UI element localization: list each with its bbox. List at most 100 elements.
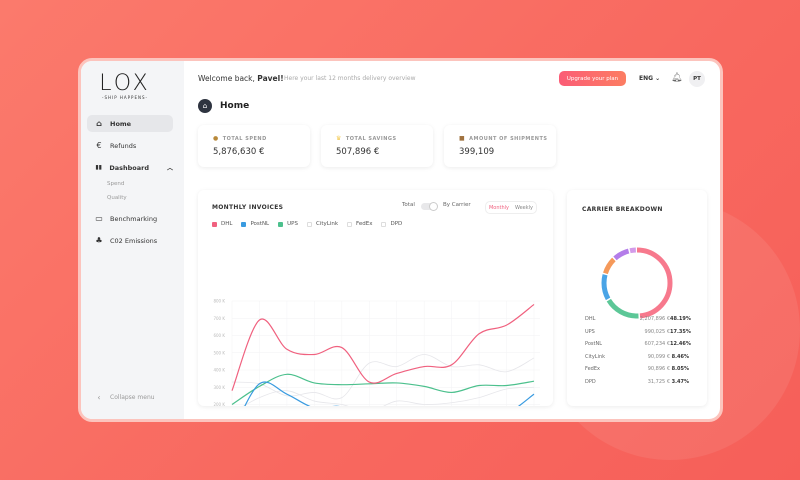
breakdown-name: CityLink <box>585 353 606 360</box>
legend-swatch <box>278 221 284 227</box>
sidebar-item-benchmarking[interactable]: ▭ Benchmarking <box>87 210 173 227</box>
stat-label: TOTAL SPEND <box>222 136 267 142</box>
collapse-menu-button[interactable]: ‹ Collapse menu <box>87 389 173 406</box>
sidebar-item-refunds[interactable]: € Refunds <box>87 137 173 154</box>
legend-swatch <box>241 221 247 227</box>
legend-swatch <box>306 221 312 227</box>
breakdown-row: PostNL 607,234 €12.46% <box>585 341 691 347</box>
avatar[interactable]: PT <box>689 71 705 87</box>
sidebar-item-label: Dashboard <box>109 163 149 172</box>
breakdown-row: DPD 31,725 €3.47% <box>585 379 689 385</box>
breakdown-amount: 607,234 € <box>644 341 670 347</box>
trophy-icon: ♛ <box>336 135 342 142</box>
y-tick-label: 600 K <box>213 333 225 338</box>
donut-slice-dhl <box>601 247 673 319</box>
sidebar-subitem-quality[interactable]: Quality <box>107 195 127 201</box>
carrier-donut-chart <box>601 247 673 319</box>
stat-shipments: ■ AMOUNT OF SHIPMENTS 399,109 <box>444 125 556 167</box>
bell-icon[interactable]: 🔔︎ <box>671 73 683 83</box>
money-bag-icon: ● <box>213 135 219 142</box>
card-title: MONTHLY INVOICES <box>212 204 284 211</box>
legend-label: CityLink <box>315 221 339 227</box>
legend-label: DPD <box>390 221 403 227</box>
series-line-postnl <box>244 381 535 406</box>
chevron-down-icon: ⌄ <box>655 75 661 82</box>
sidebar-item-co2[interactable]: ♣ C02 Emissions <box>87 232 173 249</box>
y-tick-label: 700 K <box>213 316 225 321</box>
breakdown-amount: 2,207,896 € <box>639 316 670 322</box>
breakdown-row: FedEx 90,896 €8.05% <box>585 366 689 372</box>
stat-value: 5,876,630 € <box>213 147 265 157</box>
period-monthly[interactable]: Monthly <box>488 204 509 211</box>
series-line-ups <box>231 373 535 406</box>
legend-item-fedex[interactable]: FedEx <box>347 221 372 227</box>
breakdown-pct: 12.46% <box>670 341 691 347</box>
legend-swatch <box>212 221 217 227</box>
bar-chart-icon: ▮▮ <box>95 164 102 171</box>
breakdown-name: DHL <box>585 316 596 322</box>
logo-text: LOX <box>99 71 151 96</box>
toggle-total-label: Total <box>402 202 415 208</box>
home-icon: ⌂ <box>198 99 212 113</box>
logo: LOX -SHIP HAPPENS- <box>95 71 155 100</box>
folder-icon: ▭ <box>95 214 103 223</box>
legend-label: FedEx <box>356 221 373 227</box>
legend-item-ups[interactable]: UPS <box>278 221 298 227</box>
toggle-by-carrier-label: By Carrier <box>443 202 471 208</box>
breakdown-name: DPD <box>585 378 596 385</box>
welcome-label: Welcome back, <box>198 74 255 83</box>
stat-total-savings: ♛ TOTAL SAVINGS 507,896 € <box>321 125 433 167</box>
breakdown-row: DHL 2,207,896 €48.19% <box>585 316 691 322</box>
breakdown-pct: 3.47% <box>671 378 689 385</box>
breakdown-row: CityLink 90,099 €8.46% <box>585 354 689 360</box>
main-content: Welcome back, Pavel! Here your last 12 m… <box>184 61 720 419</box>
upgrade-button[interactable]: Upgrade your plan <box>559 71 626 86</box>
legend-item-dpd[interactable]: DPD <box>381 221 402 227</box>
sidebar-subitem-spend[interactable]: Spend <box>107 181 125 187</box>
breakdown-name: FedEx <box>585 366 600 372</box>
legend-label: UPS <box>287 221 298 227</box>
euro-icon: € <box>96 141 102 150</box>
home-icon: ⌂ <box>96 119 102 128</box>
period-weekly[interactable]: Weekly <box>514 204 533 211</box>
legend-label: PostNL <box>250 221 270 227</box>
breakdown-pct: 17.35% <box>670 328 691 335</box>
sidebar-item-label: Benchmarking <box>110 214 158 223</box>
series-line-citylink <box>231 354 535 400</box>
y-tick-label: 200 K <box>213 402 225 406</box>
breakdown-name: UPS <box>585 328 595 335</box>
chart-legend: DHL PostNL UPS CityLink FedEx DPD <box>212 221 402 227</box>
chevron-left-icon: ‹ <box>97 393 101 402</box>
carrier-breakdown-card: CARRIER BREAKDOWN DHL 2,207,896 €48.19% UP… <box>567 190 707 406</box>
donut-slice-postnl <box>601 247 673 319</box>
sidebar-item-label: Refunds <box>110 141 137 150</box>
carrier-toggle[interactable] <box>421 202 438 211</box>
sidebar-item-home[interactable]: ⌂ Home <box>87 115 173 132</box>
card-title: CARRIER BREAKDOWN <box>582 206 663 213</box>
language-select[interactable]: ENG ⌄ <box>639 75 660 82</box>
sidebar-item-dashboard[interactable]: ▮▮ Dashboard ︿ <box>87 159 173 176</box>
series-line-fedex <box>242 386 535 406</box>
app-window: LOX -SHIP HAPPENS- ⌂ Home € Refunds ▮▮ Dash… <box>78 58 723 422</box>
breakdown-amount: 31,725 € <box>647 378 670 385</box>
legend-item-dhl[interactable]: DHL <box>212 221 232 227</box>
header-hint: Here your last 12 months delivery overvi… <box>284 75 416 82</box>
series-line-dhl <box>231 303 535 391</box>
breakdown-pct: 8.46% <box>671 353 689 360</box>
breakdown-name: PostNL <box>585 341 602 347</box>
donut-slice-ups <box>601 247 673 319</box>
legend-item-citylink[interactable]: CityLink <box>306 221 339 227</box>
chevron-up-icon[interactable]: ︿ <box>166 165 173 172</box>
breakdown-row: UPS 990,025 €17.35% <box>585 328 691 335</box>
logo-tagline: -SHIP HAPPENS- <box>102 95 148 100</box>
stat-total-spend: ● TOTAL SPEND 5,876,630 € <box>198 125 310 167</box>
legend-label: DHL <box>221 221 233 227</box>
legend-item-postnl[interactable]: PostNL <box>241 221 269 227</box>
sidebar-item-label: Home <box>110 119 132 128</box>
y-tick-label: 800 K <box>213 299 225 304</box>
user-name: Pavel! <box>257 74 284 83</box>
legend-swatch <box>347 221 353 227</box>
package-icon: ■ <box>459 135 466 142</box>
breakdown-amount: 990,025 € <box>644 328 670 335</box>
breakdown-amount: 90,099 € <box>647 353 670 360</box>
